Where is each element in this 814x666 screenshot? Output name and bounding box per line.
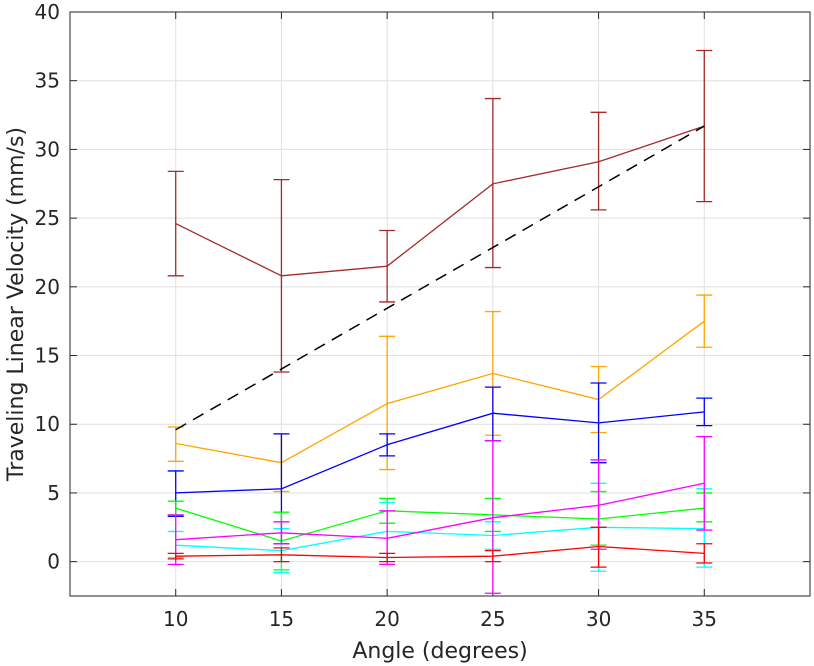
series-group [167,49,713,594]
x-tick-label: 25 [480,607,505,631]
series-line-blue [175,411,705,494]
y-tick-label: 0 [47,550,60,574]
error-bar-red [273,547,290,563]
series-line-red [175,545,705,559]
x-tick-label: 15 [269,607,294,631]
error-bar-brown [273,178,290,373]
error-bar-orange [696,294,713,348]
x-tick-label: 10 [163,607,188,631]
error-bar-green [167,500,184,516]
y-tick-label: 35 [35,69,60,93]
reference-line [175,125,705,431]
y-tick-label: 5 [47,481,60,505]
y-tick-label: 30 [35,137,60,161]
x-tick-label: 30 [586,607,611,631]
y-tick-label: 20 [35,275,60,299]
plot-frame [69,11,811,597]
error-bar-brown [590,111,607,211]
error-bar-brown [167,170,184,277]
series-line-magenta [175,482,705,541]
y-axis-ticks: 0 5 10 15 20 25 30 35 40 [35,0,810,574]
series-green [167,490,713,571]
error-bar-magenta [273,521,290,545]
series-line-cyan [175,526,705,552]
error-bar-brown [379,229,396,303]
series-line-green [175,507,705,542]
x-tick-label: 35 [692,607,717,631]
y-tick-label: 25 [35,206,60,230]
y-axis-label: Traveling Linear Velocity (mm/s) [4,127,29,482]
error-bar-red [167,552,184,560]
error-bar-brown [484,97,501,269]
series-red [167,526,713,568]
series-line-orange [175,320,705,464]
error-bar-red [379,552,396,563]
error-bar-blue [379,433,396,457]
series-line-brown [175,125,705,277]
y-tick-label: 10 [35,412,60,436]
error-bar-magenta [484,440,501,594]
error-bar-red [484,550,501,563]
y-tick-label: 15 [35,344,60,368]
series-orange [167,294,713,493]
error-bar-red [696,543,713,564]
y-tick-label: 40 [35,0,60,24]
error-bar-blue [696,397,713,427]
series-brown [167,49,713,373]
series-blue [167,382,713,545]
x-axis-ticks: 10 15 20 25 30 35 [163,12,717,631]
x-tick-label: 20 [374,607,399,631]
series-magenta [167,435,713,594]
error-bar-red [590,526,607,568]
x-axis-label: Angle (degrees) [352,639,527,664]
error-bar-magenta [696,435,713,531]
